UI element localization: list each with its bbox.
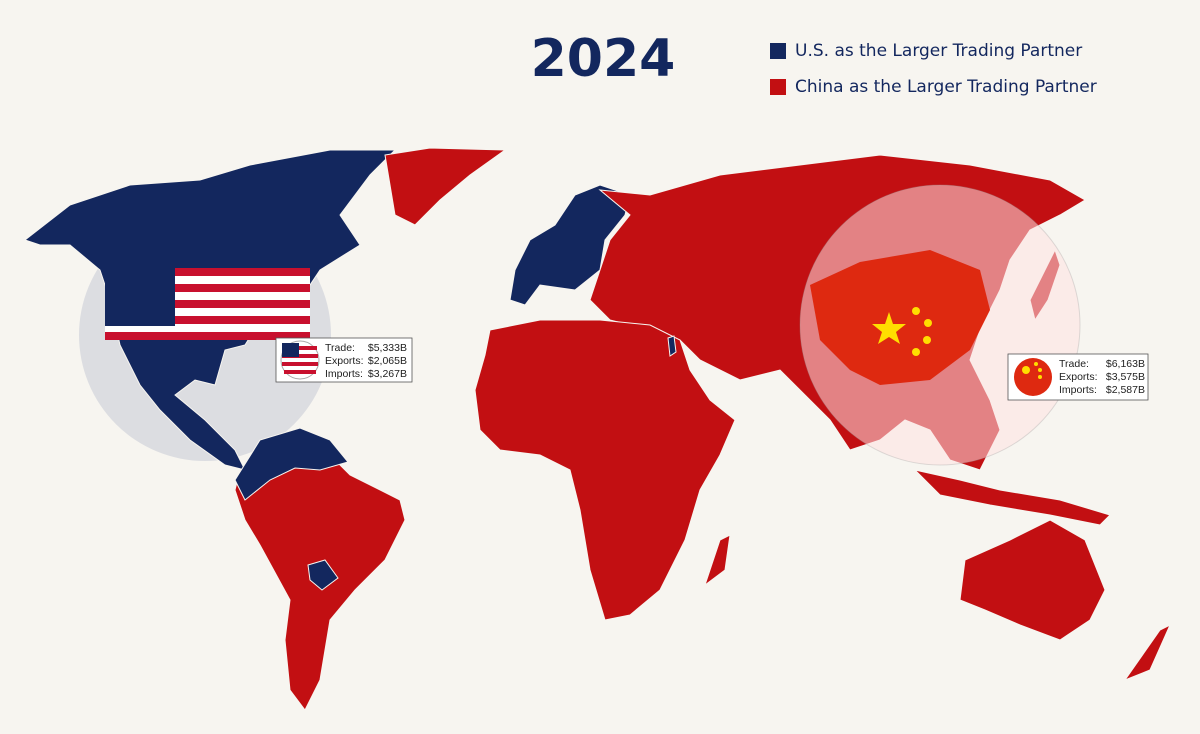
box-value: $3,267B	[368, 368, 407, 380]
box-value: $2,065B	[368, 355, 407, 367]
china-info-box	[1007, 353, 1149, 401]
australia	[959, 519, 1106, 641]
box-label: Trade:	[1059, 358, 1089, 370]
world-map	[23, 147, 1172, 711]
box-value: $3,575B	[1106, 371, 1145, 383]
box-value: $6,163B	[1106, 358, 1145, 370]
indonesia	[913, 469, 1111, 526]
us-flag-silhouette	[105, 268, 310, 340]
israel	[667, 335, 677, 357]
legend-label: U.S. as the Larger Trading Partner	[795, 41, 1082, 61]
africa	[474, 319, 736, 621]
us-info-box	[275, 337, 413, 383]
box-label: Exports:	[1059, 371, 1098, 383]
greenland	[384, 147, 507, 226]
paraguay	[307, 559, 339, 591]
map-title: 2024	[531, 29, 676, 89]
box-label: Imports:	[325, 368, 363, 380]
madagascar	[704, 534, 731, 587]
new-zealand	[1123, 623, 1172, 682]
legend-label: China as the Larger Trading Partner	[795, 77, 1097, 97]
box-label: Imports:	[1059, 384, 1097, 396]
china-flag-silhouette	[810, 250, 990, 385]
box-label: Trade:	[325, 342, 355, 354]
box-value: $5,333B	[368, 342, 407, 354]
info-box-texts: Trade: $5,333B Exports: $2,065B Imports: $3,2…	[325, 342, 1145, 396]
box-value: $2,587B	[1106, 384, 1145, 396]
legend-swatch	[770, 43, 786, 59]
box-label: Exports:	[325, 355, 364, 367]
legend-swatch	[770, 79, 786, 95]
northern-south-america	[234, 427, 349, 501]
